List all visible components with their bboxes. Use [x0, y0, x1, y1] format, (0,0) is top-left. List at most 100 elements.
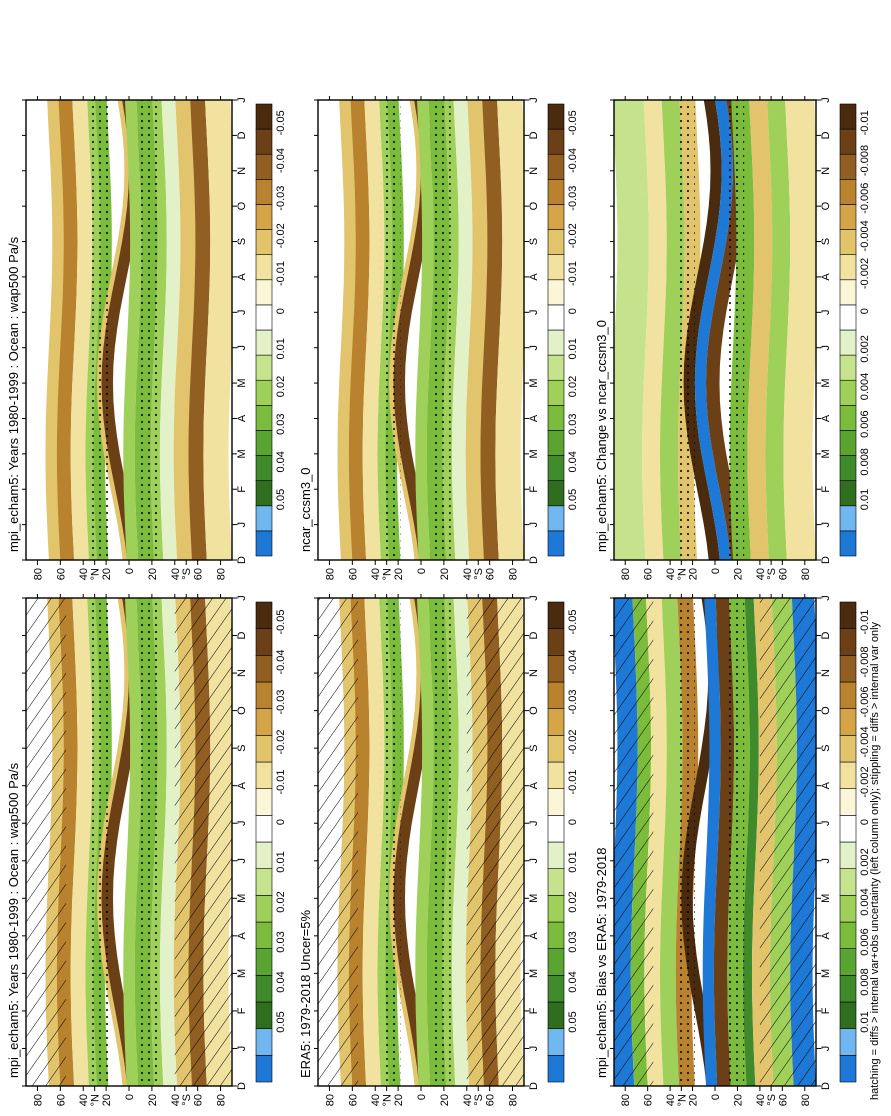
stippling — [380, 598, 401, 1086]
hatching — [614, 598, 654, 1086]
month-tick-label: M — [236, 969, 248, 978]
colorbar-label: 0.02 — [567, 891, 579, 912]
colorbar-swatch — [547, 815, 565, 843]
colorbar-swatch — [255, 841, 273, 869]
colorbar-label: -0.05 — [275, 110, 287, 135]
colorbar-label: 0.05 — [275, 489, 287, 510]
shaded-band — [495, 100, 524, 560]
colorbar-swatch — [255, 601, 273, 629]
colorbar-swatch — [839, 975, 857, 1003]
colorbar-swatch — [839, 788, 857, 816]
colorbar-swatch — [839, 761, 857, 789]
chart-panel: 80 60 40 °N 20 0 20 40 °S 60 80DJFMAMJJASONDJmpi_e… — [6, 594, 287, 1106]
colorbar-label: 0.05 — [567, 1011, 579, 1032]
month-tick-label: J — [820, 1046, 832, 1052]
colorbar-label: 0.04 — [567, 971, 579, 992]
colorbar-swatch — [547, 179, 565, 205]
colorbar-label: -0.03 — [567, 689, 579, 714]
colorbar-label: -0.05 — [567, 609, 579, 634]
colorbar-label: -0.02 — [275, 223, 287, 248]
colorbar-swatch — [547, 153, 565, 180]
lat-tick-label: °N — [676, 1094, 688, 1106]
colorbar-swatch — [839, 455, 857, 481]
lat-tick-label: 80 — [800, 1094, 812, 1106]
stippling — [138, 100, 159, 560]
colorbar-label: 0 — [567, 308, 579, 314]
lat-tick-label: 80 — [620, 568, 632, 580]
colorbar-label: 0 — [859, 308, 871, 314]
month-tick-label: A — [236, 273, 248, 281]
colorbar-swatch — [255, 279, 273, 306]
month-tick-label: M — [820, 894, 832, 903]
colorbar-swatch — [255, 229, 273, 255]
lat-tick-label: 20 — [147, 568, 159, 580]
colorbar-swatch — [547, 329, 565, 356]
hatching — [466, 598, 524, 1086]
month-tick-label: F — [528, 1007, 540, 1014]
colorbar-swatch — [839, 530, 857, 557]
colorbar-swatch — [255, 895, 273, 923]
colorbar-label: 0.01 — [275, 338, 287, 359]
colorbar-swatch — [255, 405, 273, 431]
month-tick-label: A — [528, 932, 540, 940]
colorbar-label: 0 — [859, 819, 871, 825]
colorbar-swatch — [255, 948, 273, 976]
lat-tick-label: °S — [766, 1094, 778, 1106]
lat-tick-label: 60 — [55, 1094, 67, 1106]
shaded-band — [415, 598, 434, 1086]
lat-tick-label: 40 — [370, 568, 382, 580]
month-tick-label: D — [236, 556, 248, 564]
lat-tick-label: 20 — [393, 568, 405, 580]
chart-panel: 80 60 40 °N 20 0 20 40 °S 60 80DJFMAMJJASONDJERA5:… — [298, 594, 579, 1106]
lat-tick-label: °S — [473, 1094, 485, 1106]
month-tick-label: A — [528, 273, 540, 281]
colorbar-swatch — [255, 655, 273, 683]
colorbar-swatch — [839, 204, 857, 230]
colorbar-swatch — [255, 1028, 273, 1056]
month-tick-label: M — [820, 969, 832, 978]
month-tick-label: M — [528, 378, 540, 387]
lat-tick-label: °N — [90, 568, 102, 580]
shaded-band — [614, 100, 649, 560]
shaded-band — [348, 100, 370, 560]
month-tick-label: N — [820, 167, 832, 175]
month-tick-label: J — [528, 522, 540, 528]
shaded-band — [783, 100, 816, 560]
colorbar-swatch — [547, 841, 565, 869]
colorbar-swatch — [839, 354, 857, 381]
panel-title: mpi_echam5: Years 1980-1999 : Ocean : wa… — [6, 762, 21, 1078]
colorbar-label: -0.03 — [275, 186, 287, 211]
colorbar-swatch — [839, 229, 857, 255]
lat-tick-label: 60 — [347, 568, 359, 580]
colorbar-swatch — [547, 681, 565, 709]
colorbar-swatch — [547, 761, 565, 789]
colorbar-swatch — [839, 254, 857, 281]
month-tick-label: J — [528, 858, 540, 864]
month-tick-label: M — [528, 969, 540, 978]
month-tick-label: A — [236, 414, 248, 422]
colorbar-swatch — [547, 788, 565, 816]
month-tick-label: J — [236, 522, 248, 528]
lat-tick-label: 80 — [324, 1094, 336, 1106]
month-tick-label: J — [528, 1046, 540, 1052]
colorbar-swatch — [839, 179, 857, 205]
shaded-band — [743, 598, 759, 1086]
month-tick-label: F — [236, 486, 248, 493]
lat-tick-label: 60 — [777, 568, 789, 580]
colorbar-swatch — [255, 455, 273, 481]
month-tick-label: M — [528, 894, 540, 903]
month-tick-label: J — [528, 820, 540, 826]
shaded-band — [26, 100, 53, 560]
month-tick-label: A — [236, 781, 248, 789]
colorbar-label: -0.04 — [275, 148, 287, 173]
panel-title: mpi_echam5: Change vs ncar_ccsm3_0 — [594, 320, 609, 552]
month-tick-label: M — [236, 378, 248, 387]
colorbar-label: 0.02 — [275, 891, 287, 912]
lat-tick-label: 40 — [170, 1094, 182, 1106]
lat-tick-label: 20 — [101, 568, 113, 580]
colorbar-swatch — [547, 430, 565, 456]
colorbar-swatch — [839, 681, 857, 709]
colorbar-swatch — [255, 505, 273, 532]
colorbar-swatch — [547, 628, 565, 656]
lat-tick-label: 20 — [732, 568, 744, 580]
